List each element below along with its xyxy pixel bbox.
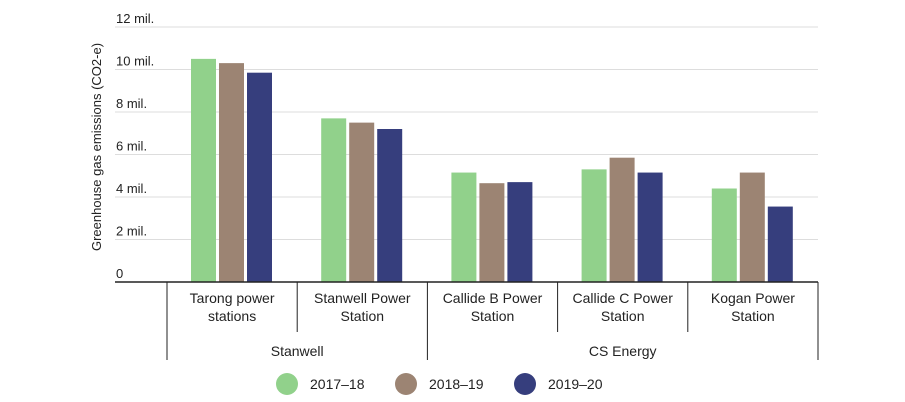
bar: [247, 72, 272, 282]
bar: [767, 206, 793, 282]
bar: [637, 172, 663, 282]
group-label: CS Energy: [589, 343, 657, 359]
bar: [191, 58, 216, 282]
category-label: Callide B Power: [443, 290, 543, 306]
category-label: Kogan Power: [711, 290, 795, 306]
bar: [349, 122, 375, 282]
group-label: Stanwell: [271, 343, 324, 359]
legend-swatch: [514, 373, 536, 395]
bar: [739, 172, 765, 282]
bar: [451, 172, 477, 282]
bar: [219, 63, 244, 282]
bar: [479, 183, 505, 282]
category-label: Station: [471, 308, 515, 324]
y-tick-label: 0: [116, 266, 123, 281]
y-tick-label: 2 mil.: [116, 224, 147, 239]
category-label: Station: [341, 308, 385, 324]
legend-label: 2017–18: [310, 376, 365, 392]
category-label: Station: [731, 308, 775, 324]
y-tick-label: 4 mil.: [116, 181, 147, 196]
legend-swatch: [276, 373, 298, 395]
category-label: Stanwell Power: [314, 290, 411, 306]
bar: [321, 118, 347, 282]
legend-label: 2018–19: [429, 376, 484, 392]
bar: [581, 169, 607, 282]
bar: [507, 182, 533, 282]
category-axis: Tarong power stations Stanwell Power Statio…: [166, 282, 819, 332]
y-tick-label: 10 mil.: [116, 54, 154, 69]
category-label: Callide C Power: [573, 290, 674, 306]
bar: [711, 188, 737, 282]
legend-label: 2019–20: [548, 376, 603, 392]
legend: 2017–18 2018–19 2019–20: [276, 373, 603, 395]
y-tick-label: 8 mil.: [116, 96, 147, 111]
category-label: Station: [601, 308, 645, 324]
bar: [377, 129, 403, 282]
bars: [191, 58, 793, 282]
category-label: stations: [208, 308, 256, 324]
bar: [609, 157, 635, 282]
y-tick-label: 12 mil.: [116, 11, 154, 26]
y-axis-title: Greenhouse gas emissions (CO2-e): [89, 43, 104, 251]
y-tick-label: 6 mil.: [116, 139, 147, 154]
legend-swatch: [395, 373, 417, 395]
category-label: Tarong power: [190, 290, 275, 306]
group-axis: Stanwell CS Energy: [166, 332, 819, 360]
y-axis-ticks: 0 2 mil. 4 mil. 6 mil. 8 mil. 10 mil. 12 mil.: [116, 11, 154, 281]
